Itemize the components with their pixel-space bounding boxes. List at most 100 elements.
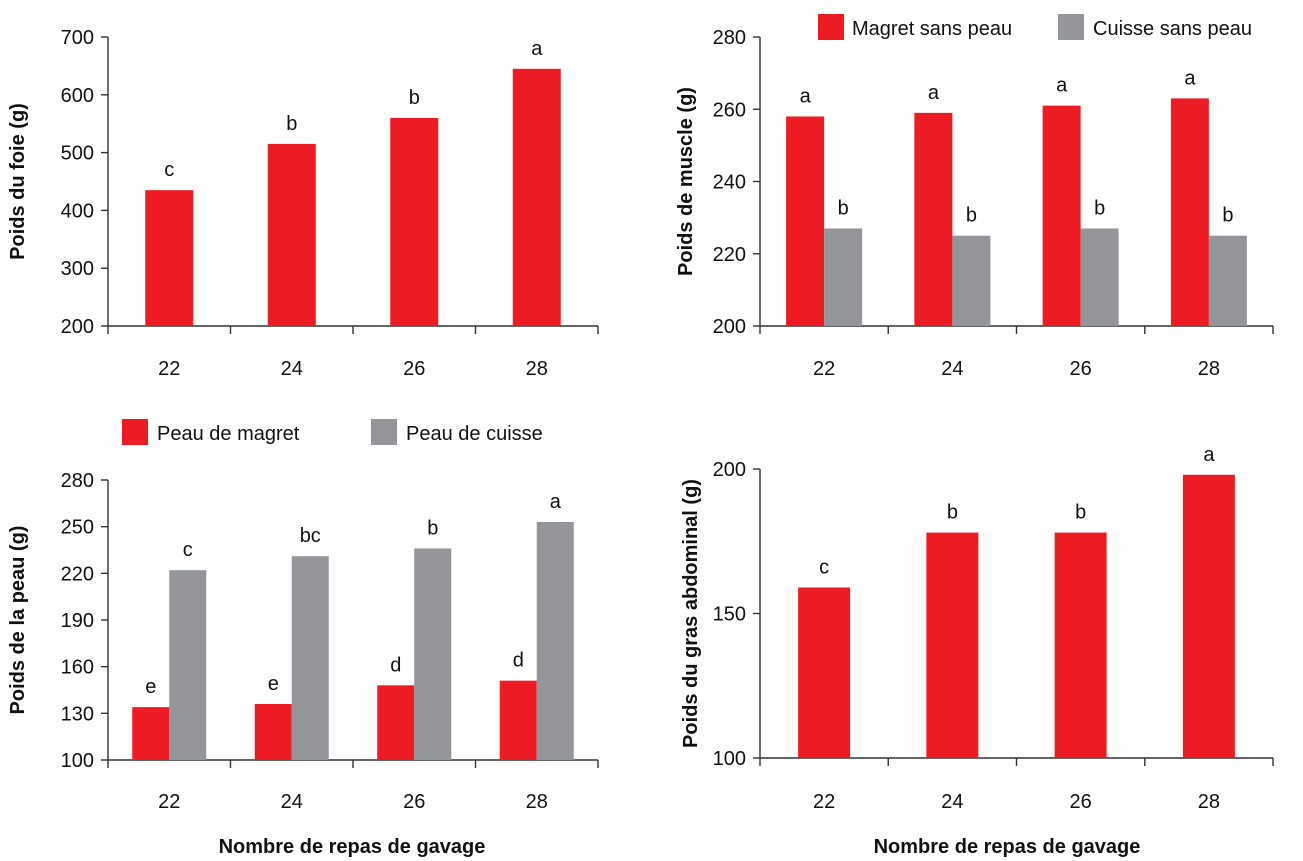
x-tick-label: 28 bbox=[526, 358, 548, 380]
y-tick-label: 300 bbox=[61, 258, 94, 280]
y-tick-label: 280 bbox=[713, 27, 746, 49]
bar-primary bbox=[254, 704, 292, 760]
significance-label: bc bbox=[300, 525, 321, 547]
y-tick-label: 500 bbox=[61, 143, 94, 165]
y-tick-label: 200 bbox=[713, 459, 746, 481]
x-tick-label: 24 bbox=[941, 358, 963, 380]
bar-primary bbox=[798, 587, 851, 758]
y-tick-label: 220 bbox=[713, 244, 746, 266]
legend-label: Cuisse sans peau bbox=[1093, 18, 1252, 40]
significance-label: d bbox=[513, 650, 524, 672]
x-tick-label: 22 bbox=[158, 358, 180, 380]
bar-primary bbox=[1170, 98, 1209, 326]
bar-secondary bbox=[291, 556, 329, 760]
significance-label: e bbox=[145, 676, 156, 698]
y-axis-title: Poids de muscle (g) bbox=[675, 87, 697, 276]
significance-label: d bbox=[390, 654, 401, 676]
x-tick-label: 24 bbox=[281, 791, 303, 813]
chart-liver: 200 300 400 500 600 700 22 24 26 28 c b b a Poids du f… bbox=[7, 27, 599, 380]
significance-label: a bbox=[550, 491, 562, 513]
bar-secondary bbox=[1208, 235, 1247, 326]
bar-primary bbox=[377, 685, 415, 760]
bar-primary bbox=[926, 532, 979, 758]
bar-primary bbox=[390, 117, 439, 326]
y-axis-title: Poids du gras abdominal (g) bbox=[680, 479, 702, 748]
significance-label: b bbox=[427, 517, 438, 539]
bar-primary bbox=[132, 707, 170, 760]
y-tick-label: 240 bbox=[713, 172, 746, 194]
x-tick-label: 28 bbox=[1198, 358, 1220, 380]
y-tick-label: 160 bbox=[61, 657, 94, 679]
bar-primary bbox=[499, 680, 537, 760]
significance-label: a bbox=[1056, 75, 1068, 97]
x-tick-label: 26 bbox=[403, 791, 425, 813]
y-axis-title: Poids du foie (g) bbox=[7, 103, 29, 260]
bar-secondary bbox=[414, 548, 452, 760]
x-tick-label: 26 bbox=[1070, 791, 1092, 813]
significance-label: c bbox=[164, 159, 174, 181]
bottom-right-xlabel: Nombre de repas de gavage bbox=[874, 836, 1141, 858]
legend-swatch bbox=[1058, 14, 1084, 40]
y-tick-label: 280 bbox=[61, 470, 94, 492]
significance-label: b bbox=[1075, 502, 1086, 524]
significance-label: b bbox=[286, 113, 297, 135]
bar-secondary bbox=[952, 235, 991, 326]
legend-label: Peau de cuisse bbox=[406, 423, 543, 445]
bottom-left-xlabel: Nombre de repas de gavage bbox=[219, 836, 486, 858]
y-tick-label: 200 bbox=[713, 316, 746, 338]
significance-label: a bbox=[1184, 67, 1196, 89]
chart-skin: 100 130 160 190 220 250 280 22 24 26 28 e e d d c bc b a Po… bbox=[7, 419, 599, 813]
significance-label: a bbox=[531, 38, 543, 60]
y-tick-label: 100 bbox=[713, 748, 746, 770]
legend-swatch bbox=[371, 419, 397, 445]
chart-muscle: 200 220 240 260 280 22 24 26 28 a a a a b b b b Poids de … bbox=[675, 14, 1274, 380]
significance-label: b bbox=[838, 197, 849, 219]
x-tick-label: 24 bbox=[281, 358, 303, 380]
y-tick-label: 150 bbox=[713, 604, 746, 626]
bar-primary bbox=[145, 190, 194, 326]
bar-secondary bbox=[536, 522, 574, 760]
legend-swatch bbox=[122, 419, 148, 445]
significance-label: a bbox=[800, 85, 812, 107]
significance-label: b bbox=[1222, 205, 1233, 227]
bar-primary bbox=[267, 143, 316, 326]
significance-label: b bbox=[1094, 197, 1105, 219]
x-tick-label: 24 bbox=[941, 791, 963, 813]
y-tick-label: 600 bbox=[61, 85, 94, 107]
y-tick-label: 260 bbox=[713, 99, 746, 121]
x-tick-label: 26 bbox=[403, 358, 425, 380]
significance-label: a bbox=[1203, 444, 1215, 466]
significance-label: b bbox=[947, 502, 958, 524]
significance-label: a bbox=[928, 82, 940, 104]
bar-primary bbox=[512, 68, 561, 326]
chart-abdominal-fat: 100 150 200 22 24 26 28 c b b a Poids du gras abdom… bbox=[680, 444, 1274, 813]
significance-label: b bbox=[966, 205, 977, 227]
significance-label: e bbox=[268, 673, 279, 695]
x-tick-label: 22 bbox=[813, 358, 835, 380]
bar-primary bbox=[1182, 474, 1235, 758]
legend-label: Peau de magret bbox=[157, 423, 300, 445]
bar-primary bbox=[914, 112, 953, 326]
bar-primary bbox=[786, 116, 825, 326]
x-tick-label: 28 bbox=[1198, 791, 1220, 813]
x-tick-label: 28 bbox=[526, 791, 548, 813]
y-tick-label: 700 bbox=[61, 27, 94, 49]
bar-secondary bbox=[1080, 228, 1119, 326]
bar-secondary bbox=[169, 570, 207, 760]
bar-primary bbox=[1054, 532, 1107, 758]
legend-swatch bbox=[818, 14, 844, 40]
bar-secondary bbox=[824, 228, 863, 326]
bar-primary bbox=[1042, 105, 1081, 326]
y-tick-label: 190 bbox=[61, 610, 94, 632]
y-axis-title: Poids de la peau (g) bbox=[7, 526, 29, 715]
y-tick-label: 400 bbox=[61, 200, 94, 222]
significance-label: b bbox=[409, 87, 420, 109]
legend-label: Magret sans peau bbox=[852, 18, 1012, 40]
y-tick-label: 200 bbox=[61, 316, 94, 338]
x-tick-label: 22 bbox=[158, 791, 180, 813]
y-tick-label: 220 bbox=[61, 563, 94, 585]
x-tick-label: 22 bbox=[813, 791, 835, 813]
significance-label: c bbox=[819, 556, 829, 578]
y-tick-label: 250 bbox=[61, 517, 94, 539]
